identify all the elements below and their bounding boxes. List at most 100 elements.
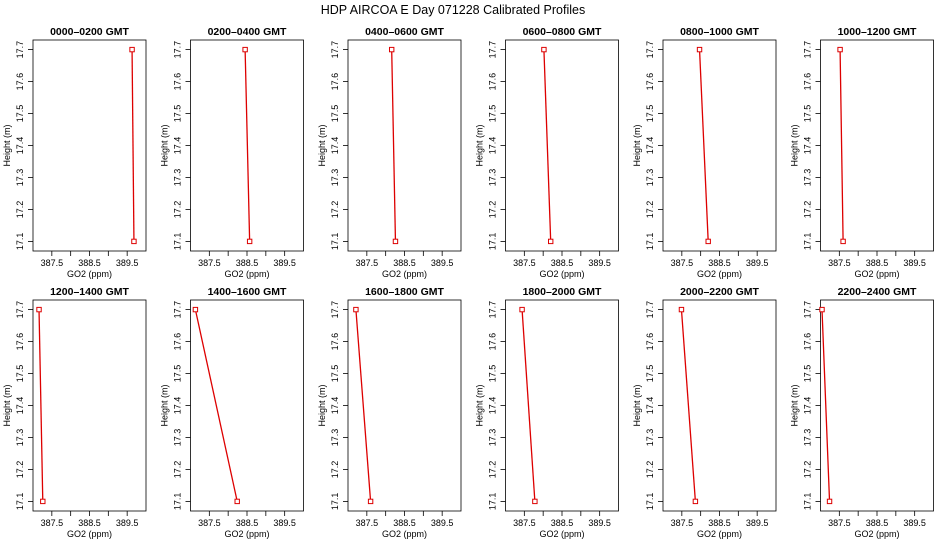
y-tick-label: 17.5 <box>330 105 340 123</box>
plot-frame <box>347 299 462 512</box>
y-tick-label: 17.1 <box>15 493 25 511</box>
x-tick-label: 388.5 <box>78 518 101 528</box>
y-tick-label: 17.1 <box>330 233 340 251</box>
y-tick-label: 17.4 <box>330 397 340 415</box>
x-axis-label: GO2 (ppm) <box>697 269 742 279</box>
x-tick-label: 388.5 <box>866 258 889 268</box>
y-tick-label: 17.7 <box>330 301 340 319</box>
plot-frame <box>32 39 147 252</box>
panel: 1600–1800 GMT 387.5 388.5 389.5 GO2 (ppm) 17.… <box>317 286 462 539</box>
y-axis-label: Height (m) <box>2 384 12 426</box>
y-tick-label: 17.1 <box>488 493 498 511</box>
y-tick-label: 17.2 <box>15 201 25 219</box>
y-tick-label: 17.3 <box>173 169 183 187</box>
y-tick-label: 17.7 <box>645 301 655 319</box>
data-point <box>705 238 711 245</box>
y-tick-label: 17.5 <box>173 365 183 383</box>
data-point <box>246 238 253 245</box>
y-tick-label: 17.6 <box>488 333 498 351</box>
y-tick-label: 17.4 <box>488 137 498 155</box>
y-tick-label: 17.2 <box>15 461 25 479</box>
y-tick-label: 17.6 <box>330 73 340 91</box>
y-tick-label: 17.7 <box>173 41 183 59</box>
y-tick-label: 17.4 <box>645 397 655 415</box>
y-tick-label: 17.1 <box>15 233 25 251</box>
y-tick-label: 17.1 <box>803 233 813 251</box>
y-tick-label: 17.1 <box>645 493 655 511</box>
y-tick-label: 17.2 <box>488 461 498 479</box>
y-tick-label: 17.6 <box>645 73 655 91</box>
y-tick-label: 17.7 <box>803 41 813 59</box>
data-point <box>532 498 538 505</box>
y-tick-label: 17.6 <box>488 73 498 91</box>
plot-frame <box>347 39 462 252</box>
panel-title: 1200–1400 GMT <box>50 286 129 298</box>
y-tick-label: 17.2 <box>330 461 340 479</box>
y-tick-label: 17.6 <box>645 333 655 351</box>
y-tick-label: 17.5 <box>488 105 498 123</box>
y-tick-label: 17.7 <box>488 301 498 319</box>
profile-line <box>244 49 251 242</box>
panel-title: 1400–1600 GMT <box>208 286 287 298</box>
x-axis-label: GO2 (ppm) <box>854 269 899 279</box>
x-tick-label: 388.5 <box>393 258 416 268</box>
x-axis-label: GO2 (ppm) <box>67 269 112 279</box>
x-tick-label: 388.5 <box>866 518 889 528</box>
x-tick-label: 387.5 <box>671 518 694 528</box>
x-tick-label: 387.5 <box>671 258 694 268</box>
x-tick-label: 388.5 <box>78 258 101 268</box>
panel-title: 1600–1800 GMT <box>365 286 444 298</box>
panel: 2200–2400 GMT 387.5 388.5 389.5 GO2 (ppm) 17.… <box>790 286 934 539</box>
x-axis-label: GO2 (ppm) <box>382 269 427 279</box>
y-tick-label: 17.6 <box>15 73 25 91</box>
data-point <box>519 306 525 313</box>
x-tick-label: 389.5 <box>431 258 454 268</box>
panel: 0400–0600 GMT 387.5 388.5 389.5 GO2 (ppm) 17.… <box>317 26 462 279</box>
y-tick-label: 17.4 <box>803 397 813 415</box>
y-tick-label: 17.7 <box>330 41 340 59</box>
plot-frame <box>662 39 777 252</box>
y-axis-label: Height (m) <box>790 384 800 426</box>
y-axis-label: Height (m) <box>632 384 642 426</box>
y-tick-label: 17.3 <box>330 169 340 187</box>
profile-line <box>698 49 709 242</box>
profile-line <box>131 49 135 242</box>
panel: 1800–2000 GMT 387.5 388.5 389.5 GO2 (ppm) 17.… <box>475 286 619 539</box>
y-tick-label: 17.7 <box>15 41 25 59</box>
data-point <box>696 46 703 53</box>
y-tick-label: 17.7 <box>173 301 183 319</box>
y-axis-label: Height (m) <box>790 124 800 166</box>
data-point <box>353 306 359 313</box>
plot-frame <box>190 299 304 512</box>
y-tick-label: 17.1 <box>645 233 655 251</box>
profile-line <box>355 309 372 502</box>
profile-line <box>839 49 844 242</box>
y-axis-label: Height (m) <box>475 124 485 166</box>
y-tick-label: 17.4 <box>488 397 498 415</box>
data-point <box>826 498 833 505</box>
y-tick-label: 17.5 <box>15 105 25 123</box>
y-tick-label: 17.2 <box>173 201 183 219</box>
x-tick-label: 387.5 <box>41 258 64 268</box>
y-tick-label: 17.2 <box>803 461 813 479</box>
figure-title: HDP AIRCOA E Day 071228 Calibrated Profi… <box>321 3 585 17</box>
panel: 1200–1400 GMT 387.5 388.5 389.5 GO2 (ppm) 17.… <box>2 286 147 539</box>
y-axis-label: Height (m) <box>317 124 327 166</box>
profile-line <box>821 309 831 502</box>
data-point <box>837 46 843 53</box>
y-tick-label: 17.4 <box>15 137 25 155</box>
panel: 0800–1000 GMT 387.5 388.5 389.5 GO2 (ppm) 17.… <box>632 26 777 279</box>
x-tick-label: 388.5 <box>708 258 731 268</box>
x-tick-label: 389.5 <box>903 518 926 528</box>
y-tick-label: 17.4 <box>645 137 655 155</box>
x-tick-label: 388.5 <box>393 518 416 528</box>
y-tick-label: 17.7 <box>803 301 813 319</box>
data-point <box>392 238 399 245</box>
x-tick-label: 387.5 <box>41 518 64 528</box>
profile-line <box>194 309 238 502</box>
y-tick-label: 17.6 <box>173 333 183 351</box>
x-tick-label: 389.5 <box>746 518 769 528</box>
profile-line <box>543 49 552 242</box>
y-tick-label: 17.6 <box>803 73 813 91</box>
panel-title: 1000–1200 GMT <box>838 26 917 38</box>
